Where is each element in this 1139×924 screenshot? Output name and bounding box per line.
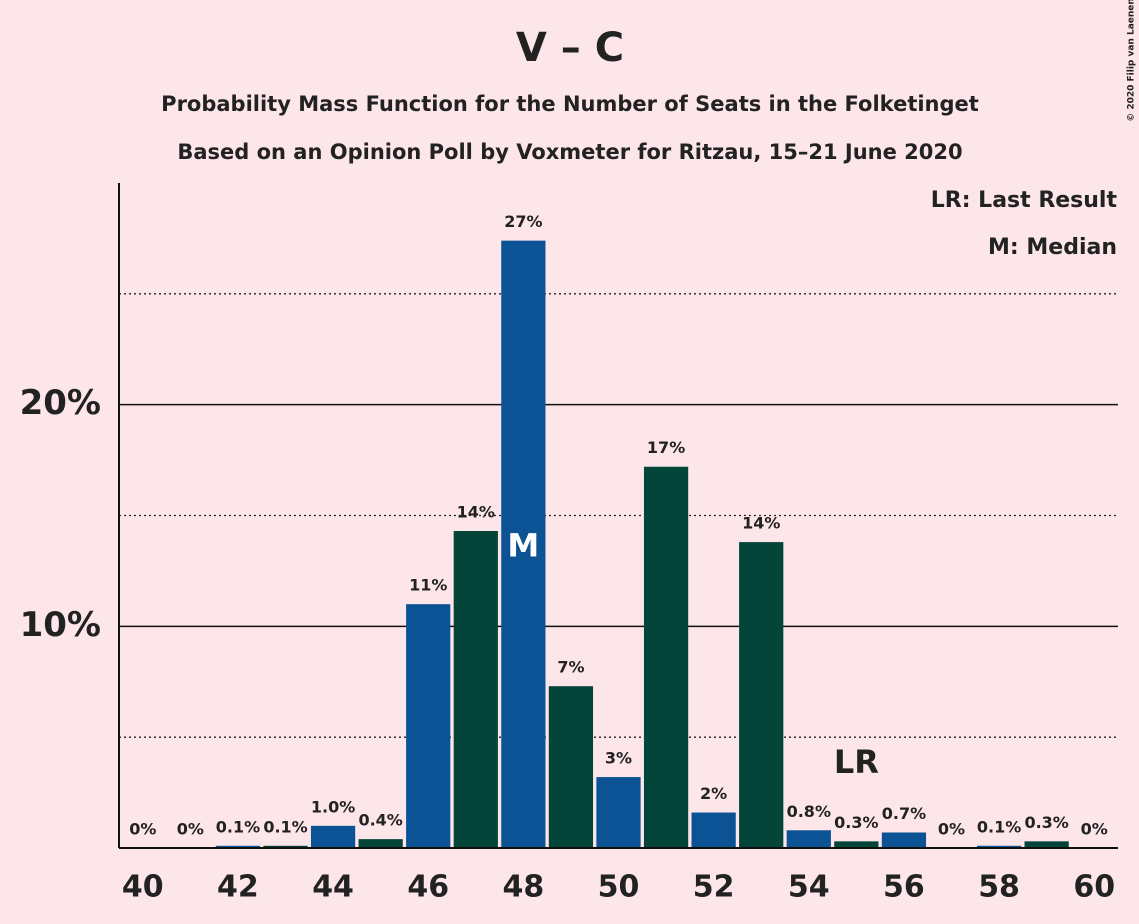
x-tick-label: 54 xyxy=(788,870,830,905)
bar xyxy=(548,686,594,848)
bar xyxy=(1024,841,1069,848)
legend-entry: M: Median xyxy=(988,235,1117,260)
value-label: 0.3% xyxy=(1024,813,1068,832)
x-tick-label: 42 xyxy=(217,870,259,905)
bar xyxy=(834,841,879,848)
x-tick-label: 44 xyxy=(312,870,354,905)
value-label: 7% xyxy=(557,658,584,677)
x-tick-label: 60 xyxy=(1073,870,1115,905)
bar xyxy=(453,531,498,848)
bar xyxy=(596,777,641,848)
value-label: 3% xyxy=(605,749,632,768)
value-label: 17% xyxy=(647,438,685,457)
bar xyxy=(406,604,451,848)
value-label: 0% xyxy=(177,820,204,839)
y-tick-label: 10% xyxy=(20,605,101,645)
value-label: 11% xyxy=(409,576,447,595)
value-label: 0% xyxy=(1081,820,1108,839)
value-label: 0.7% xyxy=(882,804,926,823)
x-tick-label: 52 xyxy=(693,870,735,905)
value-label: 1.0% xyxy=(311,797,355,816)
bar xyxy=(215,845,261,848)
value-label: 0.1% xyxy=(216,817,260,836)
legend-entry: LR: Last Result xyxy=(931,188,1118,213)
bar xyxy=(691,812,736,848)
value-label: 14% xyxy=(742,514,780,533)
subtitle: Probability Mass Function for the Number… xyxy=(161,92,979,116)
value-label: 0.3% xyxy=(834,813,878,832)
subtitle: Based on an Opinion Poll by Voxmeter for… xyxy=(177,140,962,164)
bar xyxy=(976,845,1022,848)
value-label: 27% xyxy=(504,212,542,231)
value-label: 0.1% xyxy=(263,817,307,836)
bar xyxy=(739,542,784,848)
y-tick-label: 20% xyxy=(20,383,101,423)
x-tick-label: 58 xyxy=(978,870,1020,905)
bar xyxy=(310,825,356,848)
x-tick-label: 56 xyxy=(883,870,925,905)
x-tick-label: 50 xyxy=(598,870,640,905)
bar xyxy=(358,839,403,848)
last-result-marker: LR xyxy=(834,743,879,781)
x-tick-label: 40 xyxy=(122,870,164,905)
bar xyxy=(786,830,831,848)
value-label: 14% xyxy=(457,503,495,522)
median-marker: M xyxy=(507,527,539,565)
value-label: 0.8% xyxy=(787,802,831,821)
bar xyxy=(643,466,689,848)
value-label: 2% xyxy=(700,784,727,803)
bar xyxy=(501,240,546,849)
copyright: © 2020 Filip van Laenen xyxy=(1127,0,1137,122)
value-label: 0.4% xyxy=(358,811,402,830)
value-label: 0% xyxy=(129,820,156,839)
bar xyxy=(881,832,927,848)
chart-title: V – C xyxy=(516,25,624,71)
x-tick-label: 46 xyxy=(407,870,449,905)
bar xyxy=(263,845,308,848)
x-tick-label: 48 xyxy=(502,870,544,905)
value-label: 0% xyxy=(938,820,965,839)
value-label: 0.1% xyxy=(977,817,1021,836)
